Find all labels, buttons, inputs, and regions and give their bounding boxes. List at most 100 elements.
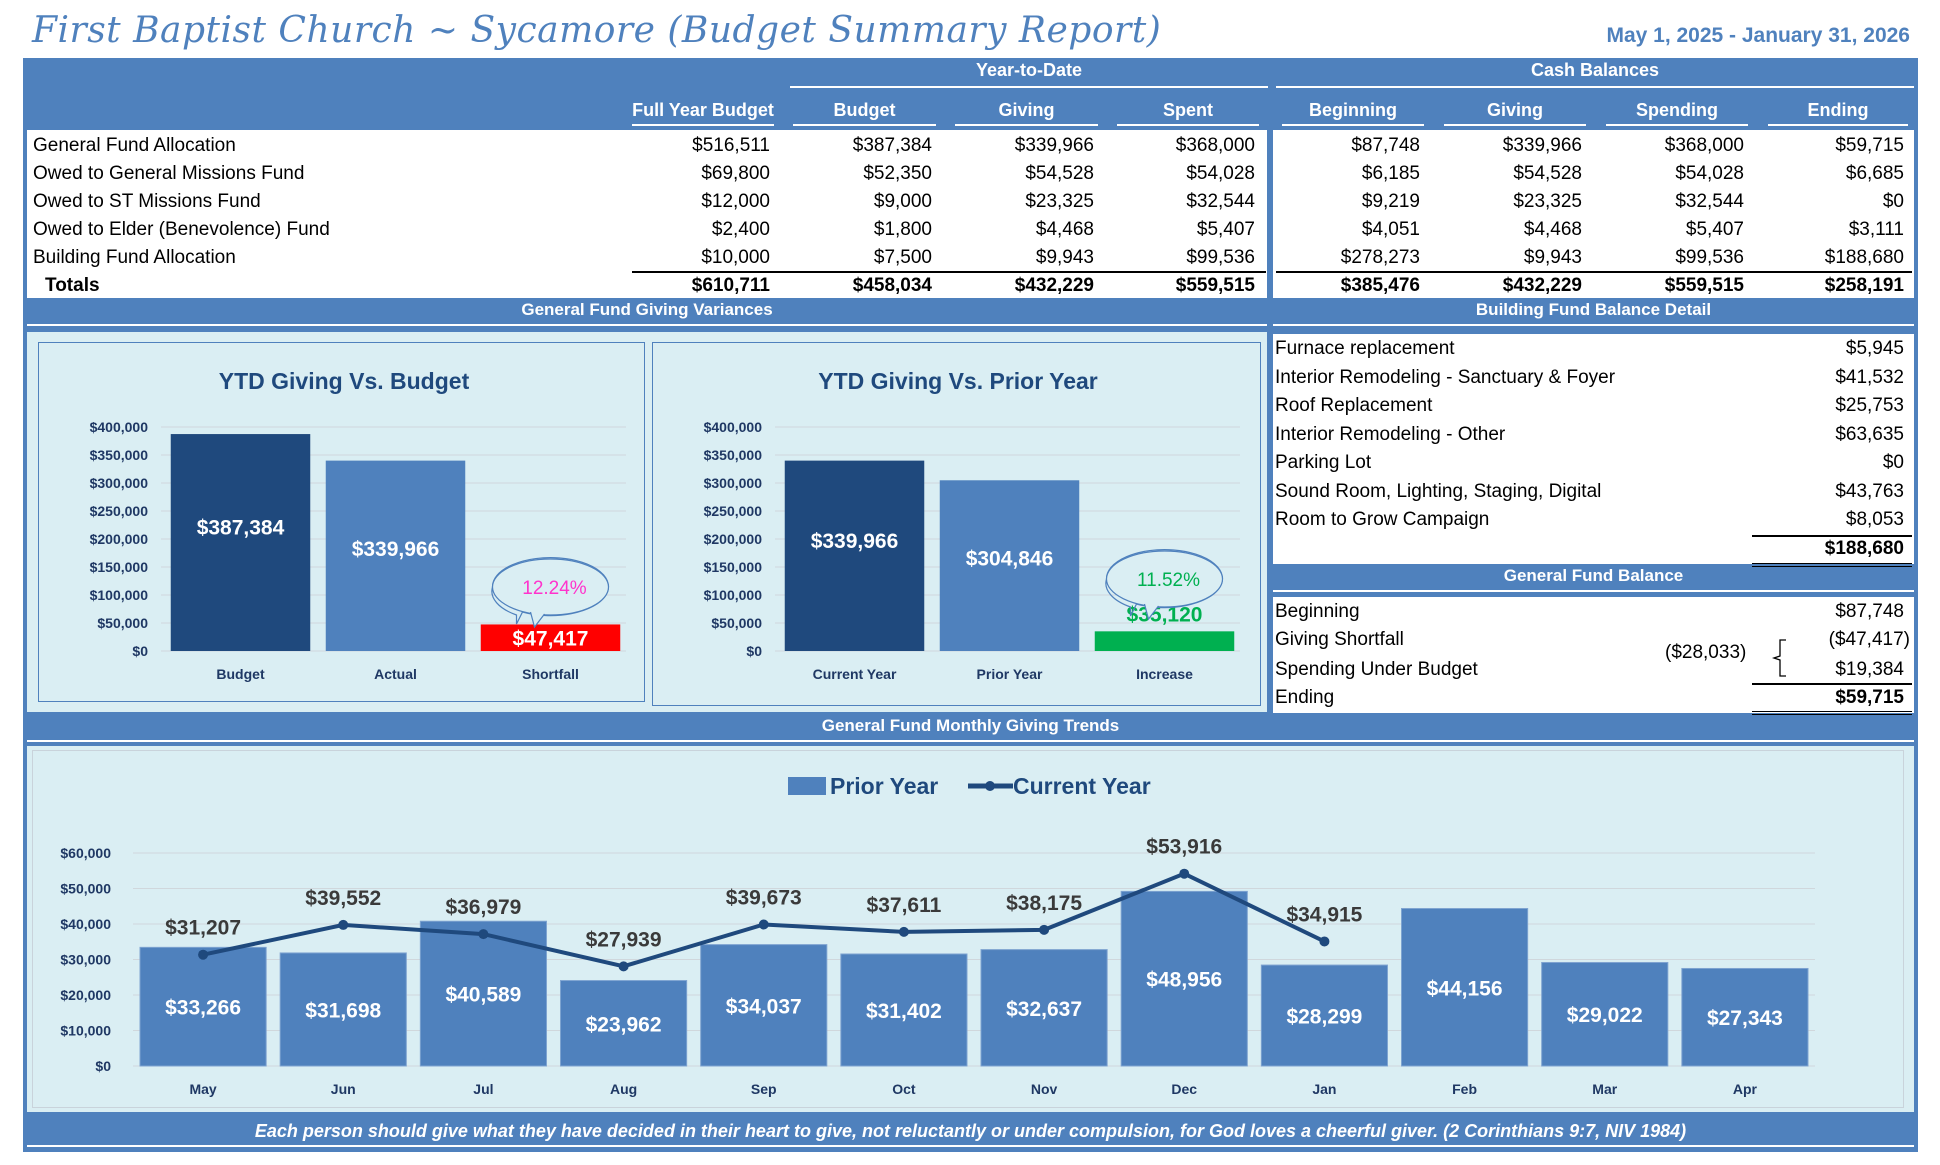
item-label: Furnace replacement [1275, 338, 1455, 359]
bar-prior-year-jan [1260, 964, 1388, 1067]
cell-value: $516,511 [692, 135, 770, 156]
y-tick-label: $400,000 [704, 419, 763, 435]
x-tick-label: Nov [1031, 1081, 1058, 1097]
bar-increase [1094, 631, 1235, 651]
column-header: Full Year Budget [632, 96, 774, 126]
column-header: Spending [1606, 96, 1748, 126]
y-tick-label: $150,000 [90, 559, 149, 575]
point-current-year-sep [758, 919, 769, 930]
ytd-vs-prior-svg: YTD Giving Vs. Prior Year $0 $50,000 $100,0… [704, 368, 1240, 682]
column-header: Beginning [1282, 96, 1424, 126]
net-variance-value: ($28,033) [1665, 642, 1747, 663]
footer-verse: Each person should give what they have d… [27, 1117, 1914, 1147]
bar-shortfall [480, 624, 621, 651]
balance-value: $59,715 [1835, 687, 1904, 708]
bar-data-label: $29,022 [1567, 1004, 1643, 1027]
cell-value: $278,273 [1340, 247, 1420, 268]
bar-data-label: $28,299 [1286, 1006, 1362, 1029]
bar-data-label: $31,402 [866, 1000, 942, 1023]
x-tick-label: Prior Year [977, 666, 1043, 682]
balance-label: Spending Under Budget [1275, 659, 1478, 680]
table-row: Owed to General Missions Fund $69,800 $52,… [27, 160, 1914, 188]
y-tick-label: $40,000 [60, 916, 111, 932]
cell-value: $10,000 [701, 247, 770, 268]
bar-data-label: $47,417 [513, 628, 589, 651]
item-value: $0 [1882, 452, 1904, 473]
item-label: Interior Remodeling - Other [1275, 423, 1506, 445]
bar-data-label: $34,037 [726, 995, 802, 1018]
line-data-label: $37,611 [867, 894, 942, 917]
bar-data-label: $304,846 [966, 548, 1054, 571]
total-value: $610,711 [691, 275, 770, 296]
cell-value: $87,748 [1351, 135, 1420, 156]
ending-rule [1752, 683, 1912, 685]
bar-data-label: $387,384 [197, 517, 285, 540]
cell-value: $0 [1882, 191, 1904, 212]
line-data-label: $27,939 [586, 928, 662, 951]
cell-value: $54,528 [1513, 163, 1582, 184]
report-title: First Baptist Church ~ Sycamore (Budget … [32, 10, 1162, 51]
ytd-vs-prior-chart: YTD Giving Vs. Prior Year $0 $50,000 $100,0… [652, 342, 1261, 706]
x-tick-label: Jul [473, 1081, 493, 1097]
summary-table-left [27, 130, 1267, 298]
bar-data-label: $48,956 [1146, 969, 1222, 992]
line-data-label: $31,207 [165, 917, 241, 940]
cash-group-header: Cash Balances [1276, 60, 1914, 88]
legend-label-prior-year: Prior Year [830, 773, 938, 799]
ytd-vs-budget-chart: YTD Giving Vs. Budget $0 $50,000 $100,000 $1… [38, 342, 645, 702]
item-label: Interior Remodeling - Sanctuary & Foyer [1275, 366, 1616, 388]
cell-value: $9,000 [873, 191, 932, 212]
y-tick-label: $0 [746, 643, 762, 659]
cell-value: $32,544 [1186, 191, 1255, 212]
cell-value: $23,325 [1513, 191, 1582, 212]
building-fund-item: Interior Remodeling - Other $63,635 [1273, 421, 1914, 449]
variances-section-header: General Fund Giving Variances [27, 300, 1267, 326]
bar-prior-year-feb [1401, 908, 1529, 1067]
balance-label: Ending [1275, 687, 1335, 708]
point-current-year-jan [1319, 936, 1330, 947]
y-tick-label: $250,000 [90, 503, 149, 519]
line-data-label: $53,916 [1146, 836, 1222, 859]
total-value: $559,515 [1664, 275, 1744, 296]
cell-value: $54,528 [1025, 163, 1094, 184]
percent-annotation: 11.52% [1137, 570, 1200, 591]
total-value: $385,476 [1340, 275, 1420, 296]
bar-prior-year-aug [560, 980, 688, 1067]
point-current-year-jun [338, 919, 349, 930]
point-current-year-oct [898, 926, 909, 937]
cell-value: $339,966 [1014, 135, 1094, 156]
x-tick-label: Shortfall [522, 666, 579, 682]
cell-value: $5,407 [1196, 219, 1255, 240]
bar-prior-year-oct [840, 953, 968, 1067]
item-label: Roof Replacement [1275, 395, 1433, 416]
building-fund-item: Furnace replacement $5,945 [1273, 335, 1914, 363]
bar-data-label: $339,966 [811, 530, 899, 553]
bar-prior-year-nov [980, 949, 1108, 1067]
building-fund-item: Sound Room, Lighting, Staging, Digital $4… [1273, 478, 1914, 506]
bar-prior-year-mar [1541, 961, 1669, 1067]
cell-value: $99,536 [1186, 247, 1255, 268]
total-value: $559,515 [1175, 275, 1255, 296]
point-current-year-jul [478, 929, 489, 940]
building-fund-total: $188,680 [1273, 535, 1914, 563]
item-value: $8,053 [1845, 509, 1904, 530]
y-tick-label: $0 [95, 1058, 111, 1074]
bar-data-label: $339,966 [352, 538, 440, 561]
chart-title: YTD Giving Vs. Prior Year [818, 368, 1098, 394]
y-tick-label: $50,000 [711, 615, 762, 631]
balance-label: Giving Shortfall [1275, 629, 1404, 650]
row-label: Building Fund Allocation [33, 247, 236, 268]
y-tick-label: $300,000 [90, 475, 149, 491]
legend-label-current-year: Current Year [1013, 773, 1151, 799]
cell-value: $59,715 [1835, 135, 1904, 156]
column-header: Giving [955, 96, 1098, 126]
line-data-label: $39,552 [305, 887, 381, 910]
cell-value: $6,185 [1361, 163, 1420, 184]
cell-value: $9,943 [1523, 247, 1582, 268]
monthly-section-header: General Fund Monthly Giving Trends [27, 716, 1914, 742]
row-label: Owed to General Missions Fund [33, 163, 305, 184]
bar-data-label: $33,266 [165, 997, 241, 1020]
y-tick-label: $50,000 [60, 881, 111, 897]
x-tick-label: Apr [1733, 1081, 1758, 1097]
x-tick-label: Dec [1171, 1081, 1197, 1097]
